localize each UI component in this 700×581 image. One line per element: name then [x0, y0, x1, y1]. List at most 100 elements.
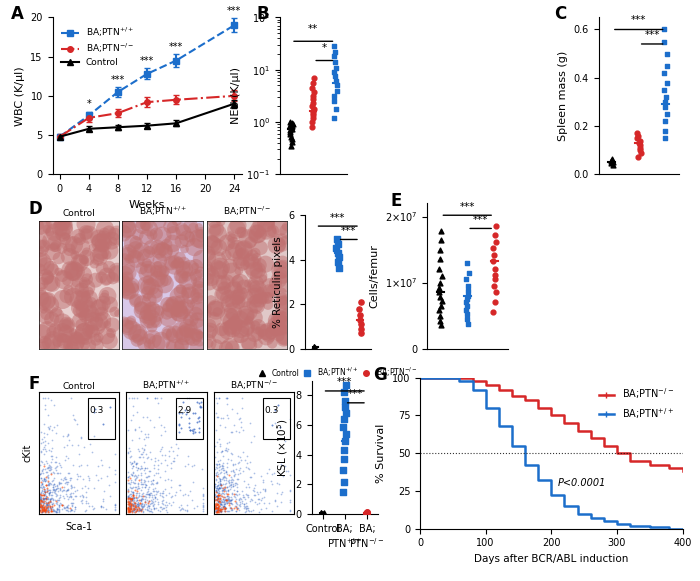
- Point: [193, 278, 204, 287]
- Point: [193, 428, 204, 437]
- Point: [338, 477, 349, 486]
- Point: [76, 483, 87, 493]
- Point: [225, 479, 237, 489]
- Point: [83, 230, 94, 239]
- Point: [182, 459, 193, 468]
- Point: [223, 497, 235, 506]
- Point: [214, 278, 225, 288]
- Point: [227, 465, 238, 475]
- Point: [77, 306, 88, 315]
- Point: [280, 467, 291, 476]
- Point: [174, 428, 185, 437]
- Point: [126, 494, 137, 503]
- Point: [215, 421, 226, 430]
- Point: [184, 232, 195, 242]
- Point: [235, 253, 246, 262]
- Point: [55, 490, 66, 499]
- Point: [37, 437, 48, 447]
- Point: [125, 504, 136, 513]
- Point: [213, 504, 224, 513]
- Point: [226, 490, 237, 499]
- Point: [110, 465, 121, 474]
- Point: [127, 501, 138, 511]
- Text: ***: ***: [169, 42, 183, 52]
- Point: [171, 217, 182, 226]
- Point: [659, 134, 671, 143]
- Point: [217, 463, 228, 472]
- Point: [134, 422, 145, 432]
- Point: [212, 487, 223, 497]
- Point: [214, 493, 225, 503]
- Point: [125, 482, 136, 492]
- Point: [44, 505, 55, 514]
- Point: [64, 252, 75, 261]
- Point: [132, 504, 143, 514]
- Point: [128, 498, 139, 508]
- Point: [213, 499, 224, 508]
- Point: [211, 507, 223, 516]
- Point: [43, 507, 55, 516]
- Point: [91, 340, 102, 350]
- Point: [223, 494, 234, 503]
- Point: [270, 419, 281, 428]
- Point: [122, 448, 134, 457]
- Point: [211, 505, 223, 515]
- Point: [38, 495, 49, 504]
- Point: [138, 446, 149, 455]
- Point: [118, 280, 130, 289]
- Point: [185, 336, 196, 345]
- Point: [462, 319, 473, 328]
- Point: [461, 275, 472, 284]
- Point: [245, 507, 256, 516]
- Point: [267, 506, 278, 515]
- Point: [216, 485, 228, 494]
- Point: [132, 502, 144, 511]
- Point: [36, 504, 48, 514]
- Point: [281, 309, 292, 318]
- BA;PTN$^{-/-}$: [435, 374, 444, 381]
- Point: [243, 480, 254, 489]
- Point: [127, 411, 139, 420]
- Point: [264, 498, 275, 508]
- Point: [216, 479, 227, 489]
- Point: [36, 507, 47, 517]
- Point: [129, 493, 140, 503]
- Point: [316, 509, 328, 518]
- Point: [239, 501, 250, 511]
- Point: [52, 483, 63, 493]
- Point: [91, 321, 102, 331]
- Point: [126, 393, 137, 403]
- Point: [127, 471, 138, 480]
- BA;PTN$^{-/-}$: [626, 457, 634, 464]
- Point: [128, 457, 139, 467]
- Point: [220, 343, 232, 353]
- BA;PTN$^{-/-}$: [645, 462, 654, 469]
- Point: [241, 324, 252, 333]
- Point: [218, 278, 229, 288]
- Point: [215, 496, 226, 505]
- BA;PTN$^{-/-}$: [573, 427, 582, 434]
- Point: [220, 250, 232, 260]
- Point: [244, 418, 256, 427]
- Point: [39, 501, 50, 510]
- Point: [234, 496, 245, 505]
- Point: [253, 507, 265, 517]
- Point: [212, 497, 223, 507]
- Point: [263, 219, 274, 228]
- Point: [286, 123, 297, 132]
- Point: [144, 447, 155, 457]
- Point: [123, 507, 134, 516]
- Point: [61, 320, 72, 329]
- Point: [102, 291, 113, 300]
- Point: [38, 504, 49, 514]
- Point: [130, 296, 141, 305]
- Point: [237, 466, 248, 475]
- Point: [190, 262, 202, 271]
- Point: [146, 507, 158, 517]
- Point: [168, 446, 179, 456]
- Point: [146, 476, 157, 486]
- Point: [215, 500, 226, 509]
- Point: [45, 463, 56, 472]
- Point: [43, 479, 55, 488]
- Point: [163, 498, 174, 508]
